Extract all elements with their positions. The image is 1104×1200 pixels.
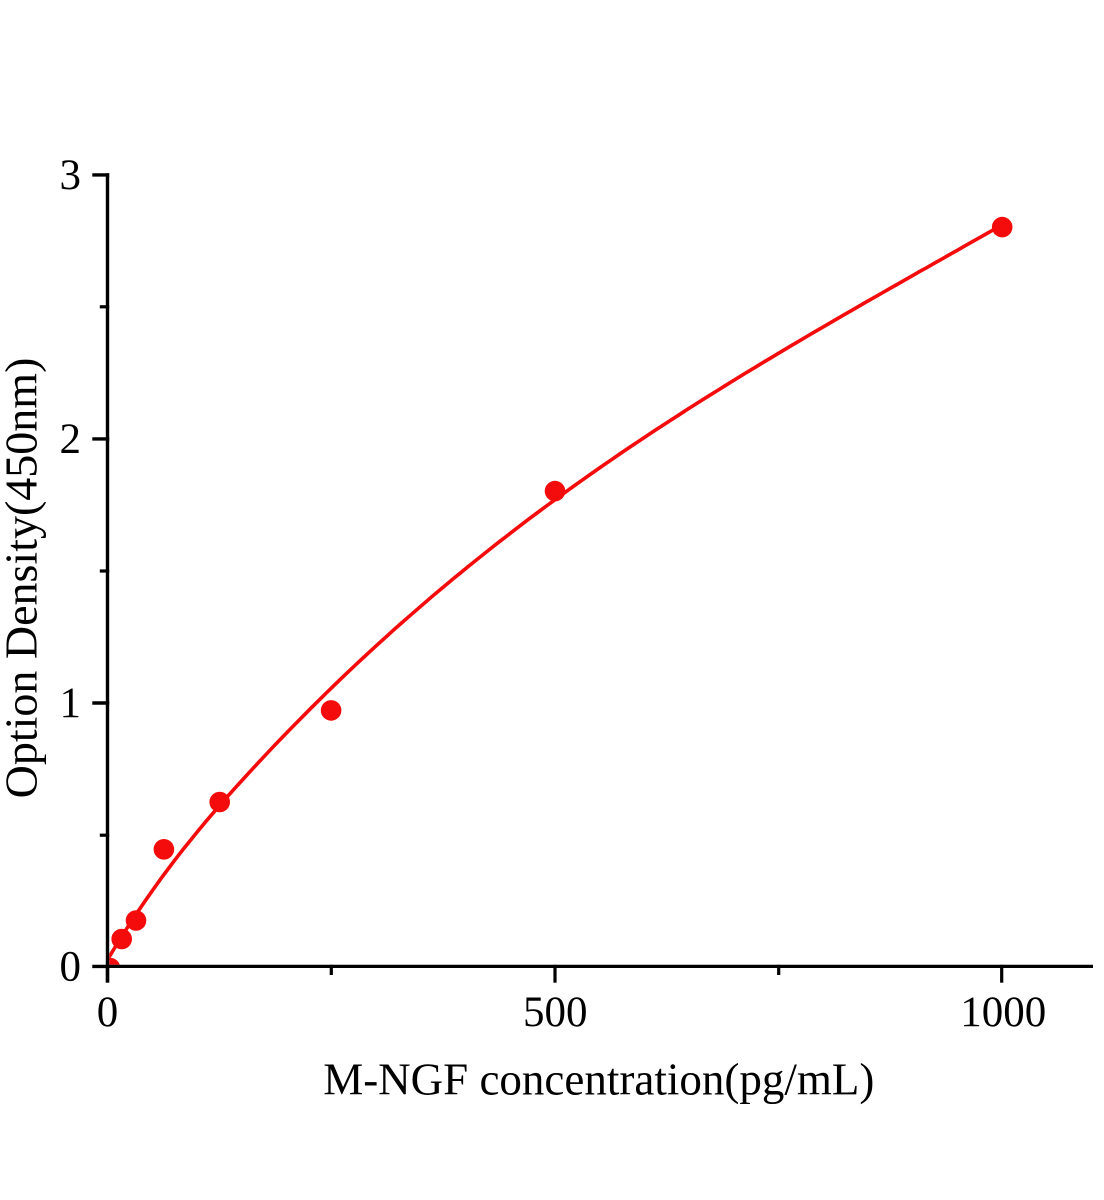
svg-text:1: 1 bbox=[60, 680, 82, 727]
svg-text:3: 3 bbox=[60, 152, 82, 199]
svg-text:500: 500 bbox=[523, 989, 588, 1036]
svg-text:0: 0 bbox=[60, 944, 82, 991]
svg-text:M-NGF concentration(pg/mL): M-NGF concentration(pg/mL) bbox=[323, 1055, 874, 1105]
svg-text:0: 0 bbox=[97, 989, 119, 1036]
svg-text:1000: 1000 bbox=[960, 989, 1046, 1036]
svg-text:2: 2 bbox=[60, 416, 82, 463]
svg-text:Option Density(450nm): Option Density(450nm) bbox=[0, 358, 47, 799]
